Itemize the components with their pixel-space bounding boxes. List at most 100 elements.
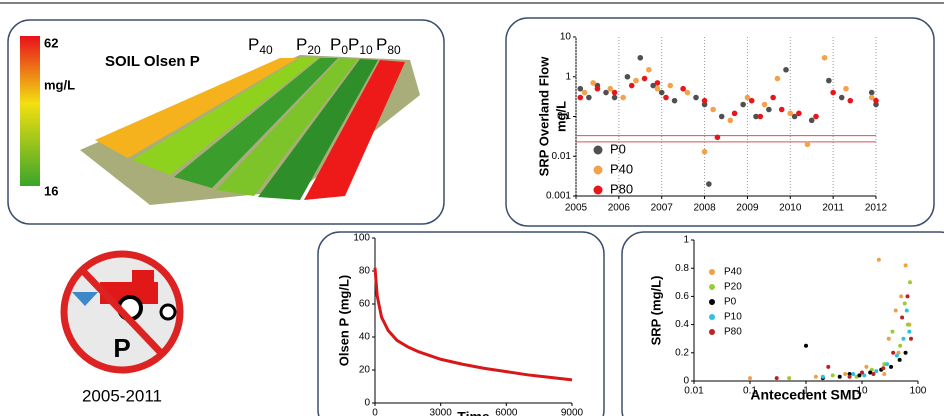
point	[655, 86, 661, 92]
point	[874, 369, 878, 373]
point	[727, 118, 733, 124]
point	[908, 280, 912, 284]
plot-letter: P	[296, 35, 307, 54]
plot-letter: P	[376, 35, 387, 54]
legend-marker	[594, 146, 603, 155]
point	[719, 114, 725, 120]
point	[898, 344, 902, 348]
legend-label: P80	[610, 181, 633, 196]
point	[895, 354, 899, 358]
point	[871, 372, 875, 376]
x-tick-label: 2010	[779, 203, 802, 214]
point	[612, 95, 618, 101]
point	[796, 111, 802, 117]
y-axis-label: SRP (mg/L)	[648, 276, 663, 346]
y-tick-label: 0.001	[546, 191, 571, 202]
point	[667, 83, 673, 89]
legend-label: P40	[724, 267, 742, 278]
y-tick-label: 100	[353, 233, 370, 244]
point	[890, 330, 894, 334]
point	[864, 365, 868, 369]
point	[590, 80, 596, 86]
y-tick-label: 0.4	[675, 319, 689, 330]
y-tick-label: 10	[560, 32, 572, 43]
point	[873, 98, 879, 104]
point	[848, 375, 852, 379]
legend-marker	[709, 329, 715, 335]
y-tick-label: 60	[359, 299, 371, 310]
y-tick-label: 80	[359, 266, 371, 277]
point	[826, 365, 830, 369]
plot-letter: P	[348, 35, 359, 54]
point	[900, 316, 904, 320]
point	[693, 95, 699, 101]
x-tick-label: 9000	[561, 408, 584, 416]
point	[685, 90, 691, 96]
point	[607, 86, 613, 92]
icon-caption: 2005-2011	[82, 386, 162, 405]
point	[906, 294, 910, 298]
point	[770, 95, 776, 101]
plot-label: P20	[296, 35, 321, 57]
point	[822, 55, 828, 61]
point	[775, 76, 781, 82]
y-tick-label: 1	[683, 235, 689, 246]
x-tick-label: 0	[372, 408, 378, 416]
x-tick-label: 100	[910, 386, 927, 397]
point	[821, 375, 825, 379]
x-tick-label: 3000	[430, 408, 453, 416]
point	[894, 309, 898, 313]
x-tick-label: 2008	[693, 203, 716, 214]
point	[899, 294, 903, 298]
point	[646, 67, 652, 73]
point	[909, 337, 913, 341]
point	[577, 95, 583, 101]
point	[740, 102, 746, 108]
legend-label: P40	[610, 161, 633, 176]
point	[582, 90, 588, 96]
point	[655, 80, 661, 86]
panel-frame	[318, 232, 604, 416]
point	[706, 181, 712, 187]
x-tick-label: 2006	[608, 203, 631, 214]
point	[881, 366, 885, 370]
point	[766, 107, 772, 113]
plot-label: P40	[248, 35, 273, 57]
point	[748, 376, 752, 380]
point	[787, 111, 793, 117]
point	[749, 98, 755, 104]
y-tick-label: 0	[364, 398, 370, 409]
point	[672, 98, 678, 104]
point	[906, 323, 910, 327]
point	[901, 337, 905, 341]
x-axis-label: Time	[457, 409, 490, 416]
point	[680, 86, 686, 92]
x-axis-label: Antecedent SMD	[750, 387, 861, 403]
point	[882, 372, 886, 376]
plot-label: P10	[348, 35, 373, 57]
plot-label: P0	[330, 35, 348, 57]
point	[851, 372, 855, 376]
point	[889, 365, 893, 369]
plot-sub: 10	[359, 43, 373, 57]
point	[637, 55, 643, 61]
point	[904, 351, 908, 355]
point	[625, 74, 631, 80]
point	[843, 372, 847, 376]
y-tick-label: 0.2	[675, 347, 689, 358]
point	[814, 375, 818, 379]
y-tick-label: 40	[359, 332, 371, 343]
point	[659, 90, 665, 96]
point	[891, 351, 895, 355]
point	[830, 90, 836, 96]
point	[620, 95, 626, 101]
point	[809, 118, 815, 124]
colorbar-unit: mg/L	[44, 77, 75, 92]
point	[877, 258, 881, 262]
point	[887, 337, 891, 341]
point	[633, 78, 639, 84]
figure: SOIL Olsen P 62 mg/L 16 P40P20P0P10P80 P…	[0, 0, 944, 416]
point	[710, 107, 716, 113]
point	[577, 86, 583, 92]
x-tick-label: 2009	[736, 203, 759, 214]
